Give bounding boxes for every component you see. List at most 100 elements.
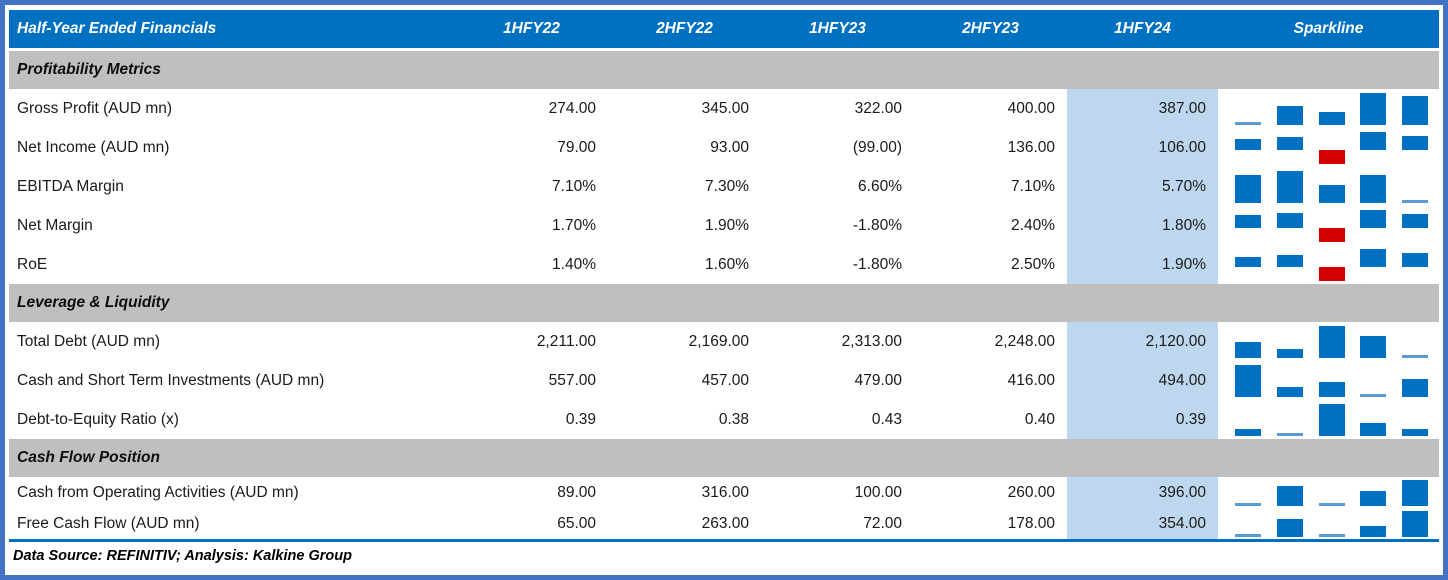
value-cell: 1.60% (705, 255, 749, 273)
column-sparkline (1227, 92, 1436, 125)
table-row: Cash and Short Term Investments (AUD mn)… (9, 361, 1439, 400)
value-cell-highlighted: 387.00 (1067, 89, 1218, 128)
value-cell: 345.00 (701, 99, 749, 117)
metric-label: Debt-to-Equity Ratio (x) (17, 410, 179, 428)
value-cell: 2.50% (1011, 255, 1055, 273)
section-header: Leverage & Liquidity (9, 284, 1439, 322)
value-cell: 2,248.00 (994, 332, 1055, 350)
column-sparkline (1227, 248, 1436, 281)
value-cell-highlighted: 106.00 (1067, 128, 1218, 167)
spark-bar (1234, 214, 1261, 228)
value-cell: 0.38 (718, 410, 749, 428)
value-cell: 316.00 (701, 483, 749, 501)
value-cell: 1.90% (705, 216, 749, 234)
table-row: Net Income (AUD mn) 79.00 93.00 (99.00) 136.… (9, 128, 1439, 167)
spark-bar (1318, 325, 1345, 358)
value-cell: 1.40% (552, 255, 596, 273)
spark-bar (1318, 382, 1345, 397)
value-cell: 2,313.00 (841, 332, 902, 350)
value-cell-highlighted: 2,120.00 (1067, 322, 1218, 361)
spark-bar (1402, 95, 1429, 125)
sparkline-cell (1218, 89, 1439, 128)
value-cell: 479.00 (854, 371, 902, 389)
column-header-2hfy23: 2HFY23 (962, 20, 1019, 37)
spark-bar-negative (1318, 150, 1345, 164)
metric-label: Total Debt (AUD mn) (17, 332, 160, 350)
sparkline-cell (1218, 400, 1439, 439)
spark-bar (1360, 526, 1387, 537)
value-cell: 79.00 (557, 138, 596, 156)
value-cell: 136.00 (1007, 138, 1055, 156)
value-cell: 7.30% (705, 177, 749, 195)
section-label: Profitability Metrics (17, 61, 161, 78)
value-cell-highlighted: 494.00 (1067, 361, 1218, 400)
table-row: Total Debt (AUD mn) 2,211.00 2,169.00 2,313… (9, 322, 1439, 361)
spark-bar (1234, 342, 1261, 358)
spark-bar (1276, 349, 1303, 358)
section-header: Profitability Metrics (9, 51, 1439, 89)
column-sparkline (1227, 325, 1436, 358)
spark-bar (1360, 422, 1387, 436)
column-sparkline (1227, 364, 1436, 397)
spark-bar (1318, 403, 1345, 436)
table-row: RoE 1.40% 1.60% -1.80% 2.50% 1.90% (9, 245, 1439, 284)
table-row: Cash from Operating Activities (AUD mn) 8… (9, 477, 1439, 508)
spark-bar (1360, 248, 1387, 268)
metric-label: Net Income (AUD mn) (17, 138, 170, 156)
spark-bar (1360, 174, 1387, 203)
column-header-1hfy23: 1HFY23 (809, 20, 866, 37)
value-cell: 72.00 (863, 514, 902, 532)
spark-bar (1234, 502, 1261, 506)
spark-bar (1318, 112, 1345, 125)
spark-bar-negative (1318, 227, 1345, 242)
spark-bar (1234, 533, 1261, 537)
column-header-2hfy22: 2HFY22 (656, 20, 713, 37)
spark-bar-negative (1318, 267, 1345, 281)
spark-bar (1318, 502, 1345, 506)
value-cell: 89.00 (557, 483, 596, 501)
value-cell: 1.70% (552, 216, 596, 234)
value-cell-highlighted: 1.90% (1067, 245, 1218, 284)
column-sparkline (1227, 403, 1436, 436)
column-sparkline (1227, 131, 1436, 164)
column-header-1hfy24: 1HFY24 (1114, 20, 1171, 37)
value-cell: 0.40 (1024, 410, 1055, 428)
spark-bar (1360, 131, 1387, 151)
section-label: Leverage & Liquidity (17, 294, 170, 311)
spark-bar (1360, 491, 1387, 506)
value-cell: 178.00 (1007, 514, 1055, 532)
value-cell: 557.00 (548, 371, 596, 389)
sparkline-cell (1218, 167, 1439, 206)
table-bottom-rule (9, 539, 1439, 542)
spark-bar (1276, 137, 1303, 151)
value-cell: (99.00) (852, 138, 902, 156)
spark-bar (1402, 135, 1429, 151)
table-row: Debt-to-Equity Ratio (x) 0.39 0.38 0.43 0.40… (9, 400, 1439, 439)
sparkline-cell (1218, 508, 1439, 539)
spark-bar (1234, 429, 1261, 436)
column-sparkline (1227, 170, 1436, 203)
spark-bar (1276, 387, 1303, 397)
column-header-sparkline: Sparkline (1293, 20, 1364, 37)
table-body: Profitability Metrics Gross Profit (AUD m… (9, 51, 1439, 539)
table-row: Net Margin 1.70% 1.90% -1.80% 2.40% 1.80% (9, 206, 1439, 245)
value-cell-highlighted: 0.39 (1067, 400, 1218, 439)
sparkline-cell (1218, 361, 1439, 400)
metric-label: RoE (17, 255, 48, 273)
value-cell-highlighted: 396.00 (1067, 477, 1218, 508)
value-cell-highlighted: 5.70% (1067, 167, 1218, 206)
value-cell: 7.10% (552, 177, 596, 195)
value-cell: 2,169.00 (688, 332, 749, 350)
sparkline-cell (1218, 128, 1439, 167)
spark-bar (1318, 533, 1345, 537)
spark-bar (1360, 336, 1387, 358)
sparkline-cell (1218, 477, 1439, 508)
value-cell: 100.00 (854, 483, 902, 501)
spark-bar (1318, 184, 1345, 203)
value-cell: 260.00 (1007, 483, 1055, 501)
value-cell: 2,211.00 (536, 332, 596, 350)
data-source-note: Data Source: REFINITIV; Analysis: Kalkin… (13, 548, 352, 564)
column-header-1hfy22: 1HFY22 (503, 20, 560, 37)
table-header-row: Half-Year Ended Financials 1HFY22 2HFY22… (9, 10, 1439, 48)
section-header: Cash Flow Position (9, 439, 1439, 477)
